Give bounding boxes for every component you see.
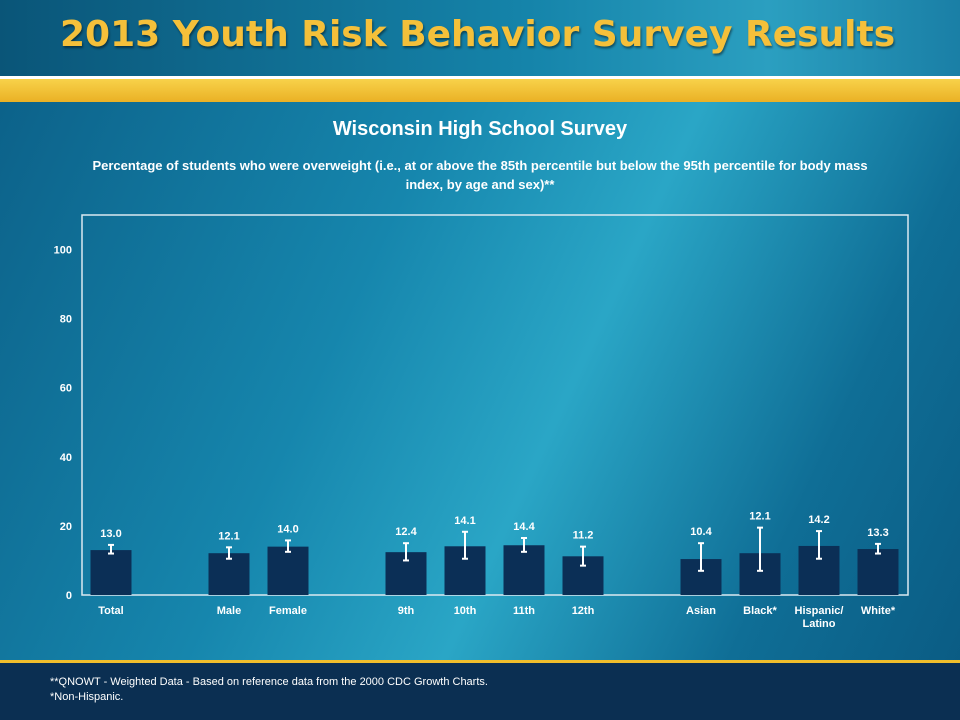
bar	[267, 546, 309, 595]
data-label: 11.2	[573, 530, 594, 542]
bar	[503, 545, 545, 595]
y-tick-label: 80	[60, 314, 72, 326]
x-tick-label: Male	[217, 605, 241, 617]
error-bar	[403, 542, 409, 562]
error-bar	[462, 530, 468, 560]
footer-band	[0, 660, 960, 720]
data-label: 13.3	[867, 527, 888, 539]
y-tick-label: 20	[60, 521, 72, 533]
y-tick-label: 60	[60, 383, 72, 395]
bar	[208, 553, 250, 595]
bars-layer: 13.0 12.1 14.0 12.4 14.1 14.4 11.2 10.4 12.1 14.2…	[90, 511, 899, 595]
main-title: 2013 Youth Risk Behavior Survey Results	[60, 14, 896, 55]
error-bar	[816, 530, 822, 560]
data-label: 10.4	[690, 526, 712, 538]
error-bar	[875, 542, 881, 555]
data-label: 13.0	[100, 528, 121, 540]
x-tick-label: Total	[98, 605, 123, 617]
bar	[857, 549, 899, 595]
data-label: 14.0	[277, 523, 298, 535]
error-bar	[285, 539, 291, 553]
error-bar	[108, 543, 114, 555]
x-tick-label: 12th	[572, 605, 595, 617]
y-tick-label: 0	[66, 590, 72, 602]
x-tick-label: Female	[269, 605, 307, 617]
y-axis: 0 20 40 60 80 100	[54, 245, 72, 602]
bar-chart: 0 20 40 60 80 100 13.0 12.1 14.0 12.4 14.1 14.4 11.…	[54, 214, 909, 630]
data-label: 14.2	[808, 514, 829, 526]
x-tick-label: Hispanic/Latino	[795, 605, 844, 630]
x-tick-label-line: Hispanic/	[795, 605, 844, 617]
x-tick-label: 11th	[513, 605, 535, 617]
error-bar	[521, 537, 527, 553]
footnote-non-hispanic: *Non-Hispanic.	[50, 691, 124, 703]
bar	[90, 550, 132, 595]
y-tick-label: 40	[60, 452, 72, 464]
data-label: 12.1	[218, 530, 239, 542]
header-band	[0, 0, 960, 76]
x-tick-label: 9th	[398, 605, 415, 617]
data-label: 14.4	[513, 521, 535, 533]
x-tick-label: Asian	[686, 605, 716, 617]
header-gold-stripe	[0, 79, 960, 102]
error-bar	[698, 542, 704, 572]
x-tick-label: Black*	[743, 605, 777, 617]
header-rule	[0, 76, 960, 79]
x-tick-label: White*	[861, 605, 896, 617]
data-label: 12.4	[395, 526, 417, 538]
x-tick-label: 10th	[454, 605, 477, 617]
y-tick-label: 100	[54, 245, 72, 257]
error-bar	[757, 526, 763, 572]
error-bar	[226, 546, 232, 560]
chart-subtitle: Percentage of students who were overweig…	[92, 158, 868, 192]
data-label: 14.1	[454, 515, 475, 527]
footnote-weighted-data: **QNOWT - Weighted Data - Based on refer…	[50, 676, 488, 688]
x-tick-label-line: Latino	[803, 618, 836, 630]
data-label: 12.1	[749, 511, 770, 523]
plot-frame	[81, 214, 909, 596]
error-bar	[580, 545, 586, 567]
x-axis-labels: Total Male Female 9th 10th 11th 12th Asian Black…	[98, 605, 896, 630]
chart-title: Wisconsin High School Survey	[332, 118, 628, 140]
